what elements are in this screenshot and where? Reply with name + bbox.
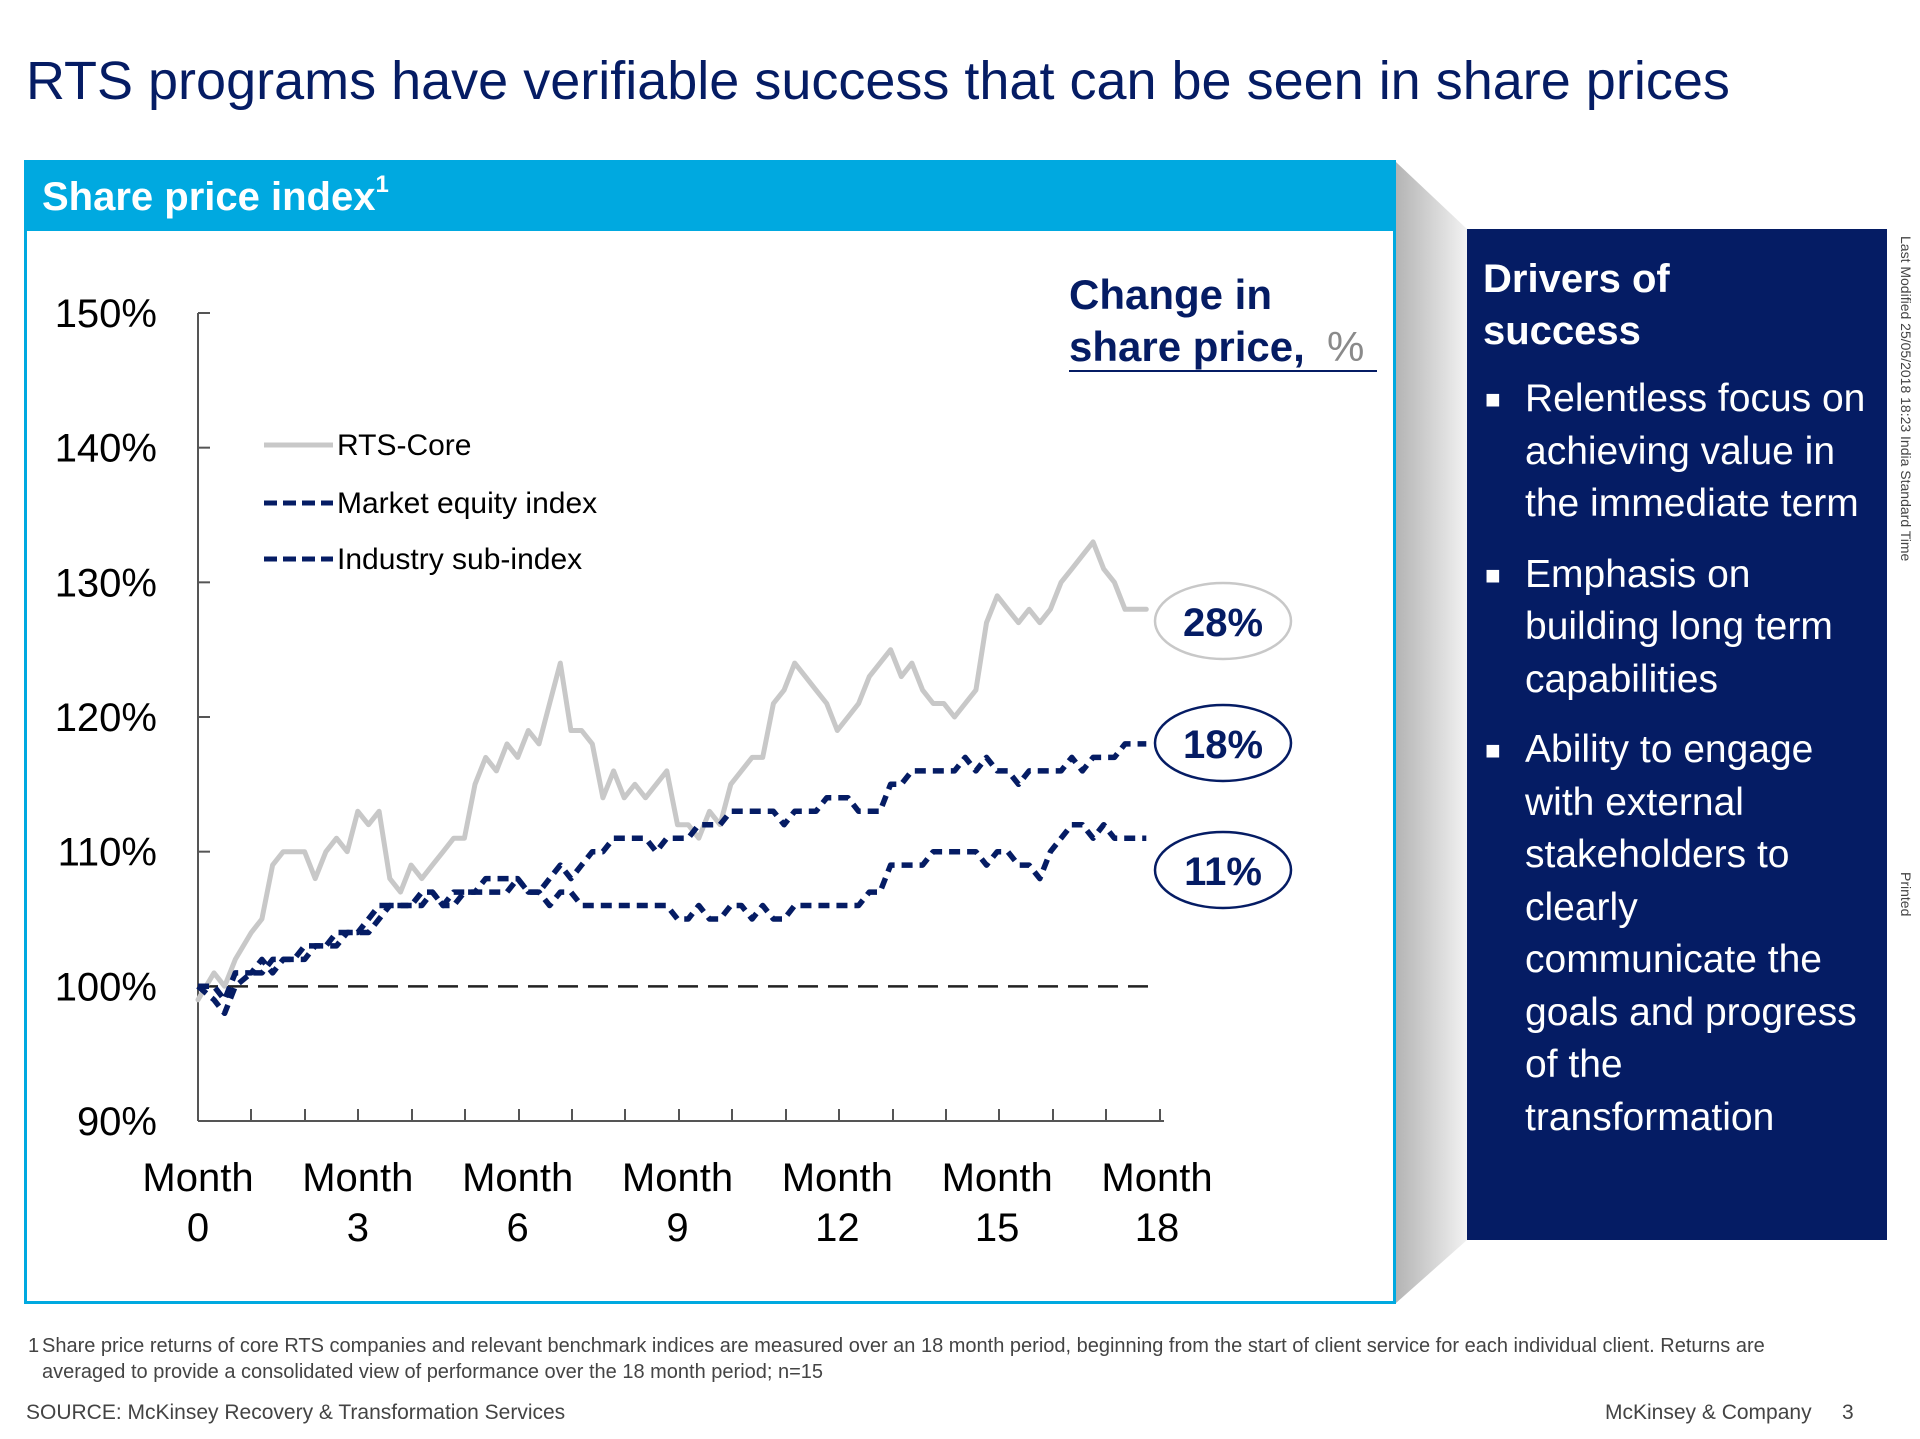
footnote: 1 Share price returns of core RTS compan… <box>28 1333 1808 1385</box>
y-tick-label: 110% <box>58 831 157 875</box>
legend-label: Market equity index <box>337 487 597 520</box>
bullet-icon: ■ <box>1485 559 1501 590</box>
y-tick-label: 150% <box>55 292 157 336</box>
bullet-icon: ■ <box>1485 384 1501 414</box>
drivers-title: Drivers of success <box>1483 257 1670 353</box>
footnote-marker: 1 <box>375 171 389 198</box>
end-label-oval <box>1153 581 1293 661</box>
x-tick-label: 3 <box>347 1206 369 1250</box>
end-label: 18% <box>1183 723 1263 767</box>
y-tick-label: 90% <box>77 1100 157 1144</box>
legend-label: Industry sub-index <box>337 543 582 576</box>
end-label: 28% <box>1183 601 1263 645</box>
x-tick-label: Month <box>142 1156 253 1200</box>
driver-item: ■ Ability to engage with external stakeho… <box>1483 724 1873 1144</box>
end-label-oval <box>1153 830 1293 910</box>
change-header-line1: Change in <box>1069 271 1272 318</box>
x-tick-label: Month <box>782 1156 893 1200</box>
footnote-number: 1 <box>28 1335 40 1357</box>
x-tick-label: Month <box>622 1156 733 1200</box>
connector-shape <box>1396 162 1467 1303</box>
x-tick-label: 0 <box>187 1206 209 1250</box>
share-price-chart: 90% 100% 110% 120% 130% 140% 150% Month 0 Month 3 M… <box>55 271 1377 1250</box>
panel-title-text: Share price index <box>42 175 376 219</box>
change-header-unit: % <box>1327 323 1364 370</box>
page-number: 3 <box>1842 1401 1854 1424</box>
series-line-market-equity-index <box>198 741 1147 1003</box>
driver-item-text: Relentless focus on achieving value in t… <box>1525 377 1866 525</box>
x-tick-label: 12 <box>815 1206 860 1250</box>
x-tick-label: 15 <box>975 1206 1020 1250</box>
x-tick-label: 6 <box>507 1206 529 1250</box>
end-label: 11% <box>1184 850 1262 894</box>
page-title: RTS programs have verifiable success tha… <box>26 51 1730 111</box>
y-tick-label: 120% <box>55 696 157 740</box>
driver-item: ■ Emphasis on building long term capabili… <box>1483 549 1873 707</box>
x-tick-label: 9 <box>666 1206 688 1250</box>
panel-header: Share price index1 <box>27 163 1393 231</box>
driver-item-text: Ability to engage with external stakehol… <box>1525 728 1857 1139</box>
y-tick-label: 140% <box>55 427 157 471</box>
y-tick-label: 130% <box>55 561 157 605</box>
footnote-text: Share price returns of core RTS companie… <box>42 1335 1765 1383</box>
driver-item-text: Emphasis on building long term capabilit… <box>1525 552 1833 701</box>
series-line-rts-core <box>195 539 1149 1003</box>
y-tick-label: 100% <box>55 965 157 1009</box>
chart-panel: Share price index1 90% 100% 110% 120% 130% 14… <box>24 160 1396 1304</box>
series-line-industry-sub-index <box>196 821 1147 1017</box>
source-note: SOURCE: McKinsey Recovery & Transformati… <box>26 1401 566 1424</box>
drivers-panel: Drivers of success ■ Relentless focus on … <box>1467 229 1887 1240</box>
legend-label: RTS-Core <box>337 429 471 462</box>
x-tick-label: 18 <box>1135 1206 1180 1250</box>
bullet-icon: ■ <box>1485 735 1501 765</box>
last-modified-note: Last Modified 25/05/2018 18:23 India Sta… <box>1898 236 1914 562</box>
end-label-oval <box>1153 703 1293 783</box>
change-header-line2: share price, <box>1069 323 1305 370</box>
x-tick-label: Month <box>302 1156 413 1200</box>
x-tick-label: Month <box>462 1156 573 1200</box>
drivers-list: ■ Relentless focus on achieving value in … <box>1483 373 1873 1144</box>
driver-item: ■ Relentless focus on achieving value in … <box>1483 373 1873 531</box>
printed-note: Printed <box>1898 872 1914 917</box>
x-tick-label: Month <box>1101 1156 1212 1200</box>
company-name: McKinsey & Company <box>1605 1401 1812 1424</box>
x-tick-label: Month <box>942 1156 1053 1200</box>
panel-title: Share price index1 <box>42 171 389 220</box>
